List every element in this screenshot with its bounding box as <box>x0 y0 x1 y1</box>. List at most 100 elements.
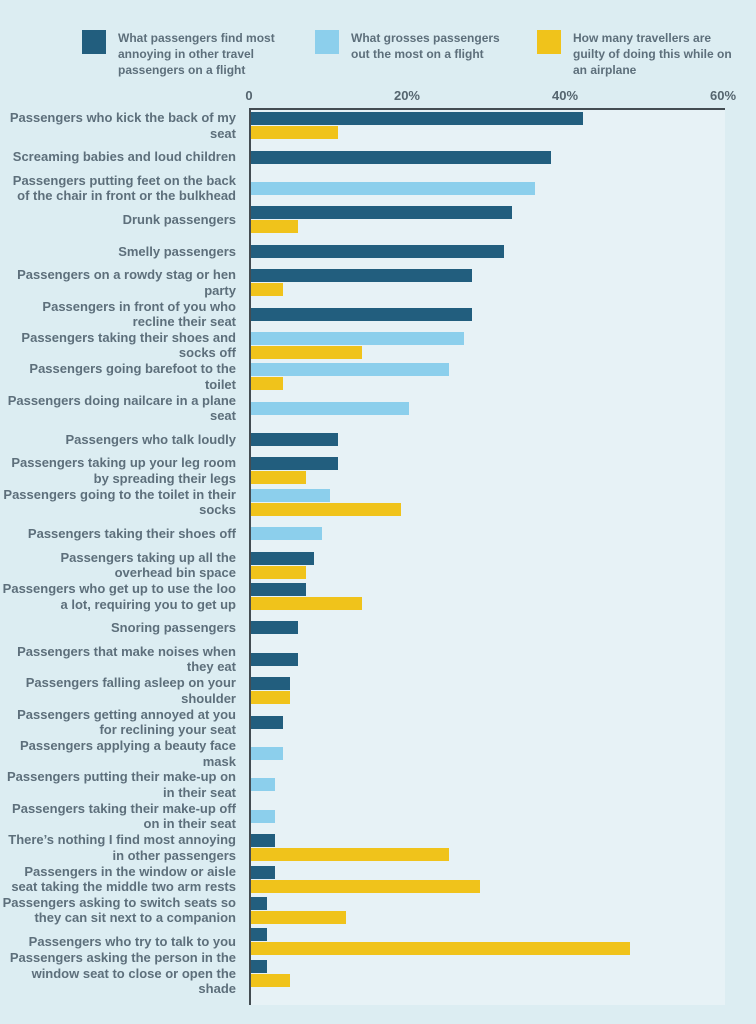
bar-annoying <box>251 433 338 447</box>
chart-row: Screaming babies and loud children <box>0 141 756 172</box>
row-label: Passengers in the window or aisle seat t… <box>11 863 236 895</box>
chart-row: Snoring passengers <box>0 612 756 643</box>
chart-row: Passengers getting annoyed at you for re… <box>0 706 756 737</box>
bar-guilty <box>251 973 291 987</box>
bar-group <box>251 644 725 675</box>
chart-row: Passengers going barefoot to the toilet <box>0 361 756 392</box>
chart-row: Passengers asking the person in the wind… <box>0 950 756 996</box>
chart-row: Passengers taking their shoes and socks … <box>0 330 756 361</box>
chart-row: Passengers taking up your leg room by sp… <box>0 455 756 486</box>
bar-guilty <box>251 942 631 956</box>
bar-annoying <box>251 928 267 942</box>
bar-guilty <box>251 597 362 611</box>
row-label: Passengers asking to switch seats so the… <box>2 894 236 926</box>
bar-group <box>251 706 725 737</box>
row-label: Passengers on a rowdy stag or hen party <box>17 267 236 298</box>
bar-group <box>251 330 725 361</box>
bar-group <box>251 612 725 643</box>
bar-annoying <box>251 715 283 729</box>
row-label: Passengers who get up to use the loo a l… <box>2 581 236 612</box>
row-label: Passengers taking their shoes off <box>27 526 236 542</box>
bar-group <box>251 236 725 267</box>
bar-group <box>251 801 725 832</box>
x-axis-tick-20: 20% <box>393 88 420 103</box>
row-label: Passengers who kick the back of my seat <box>9 110 236 141</box>
legend-label: How many travellers are guilty of doing … <box>573 31 732 77</box>
bar-guilty <box>251 502 402 516</box>
bar-guilty <box>251 220 299 234</box>
bar-annoying <box>251 677 291 691</box>
bar-group <box>251 832 725 863</box>
plot-area: Passengers who kick the back of my seat S… <box>0 108 756 1005</box>
bar-group <box>251 895 725 926</box>
chart-row: Drunk passengers <box>0 204 756 235</box>
row-label: Passengers doing nailcare in a plane sea… <box>7 392 236 424</box>
y-axis-line <box>249 108 251 1005</box>
x-axis-tick-0: 0 <box>245 88 253 103</box>
chart-row: Passengers doing nailcare in a plane sea… <box>0 393 756 424</box>
bar-gross <box>251 809 275 823</box>
bar-annoying <box>251 269 473 283</box>
row-label: Passengers putting feet on the back of t… <box>12 172 236 204</box>
chart-row: Passengers who talk loudly <box>0 424 756 455</box>
bar-guilty <box>251 910 346 924</box>
row-label: Snoring passengers <box>111 620 236 636</box>
bar-guilty <box>251 377 283 391</box>
chart-row: Passengers who get up to use the loo a l… <box>0 581 756 612</box>
bar-annoying <box>251 834 275 848</box>
chart-row: There’s nothing I find most annoying in … <box>0 832 756 863</box>
x-axis-tick-40: 40% <box>551 88 579 103</box>
chart-row: Passengers in front of you who recline t… <box>0 298 756 329</box>
bar-annoying <box>251 307 473 321</box>
chart-row: Passengers asking to switch seats so the… <box>0 895 756 926</box>
row-label: Passengers asking the person in the wind… <box>9 950 236 996</box>
legend-swatch-gross <box>315 30 339 54</box>
bar-group <box>251 549 725 580</box>
bar-annoying <box>251 457 338 471</box>
chart-row: Smelly passengers <box>0 236 756 267</box>
row-label: Passengers who talk loudly <box>65 431 237 447</box>
bar-group <box>251 424 725 455</box>
bar-group <box>251 926 725 957</box>
chart-row: Passengers applying a beauty face mask <box>0 738 756 769</box>
chart-row: Passengers taking up all the overhead bi… <box>0 549 756 580</box>
row-label: Passengers who try to talk to you <box>28 934 236 950</box>
row-label: Passengers going barefoot to the toilet <box>29 361 236 392</box>
legend-swatch-annoying <box>82 30 106 54</box>
chart-row: Passengers putting their make-up on in t… <box>0 769 756 800</box>
chart-row: Passengers taking their make-up off on i… <box>0 801 756 832</box>
plot-rows: Passengers who kick the back of my seat S… <box>0 108 756 996</box>
bar-guilty <box>251 283 283 297</box>
bar-annoying <box>251 583 307 597</box>
chart-row: Passengers who kick the back of my seat <box>0 110 756 141</box>
bar-group <box>251 738 725 769</box>
chart-row: Passengers on a rowdy stag or hen party <box>0 267 756 298</box>
bar-guilty <box>251 345 362 359</box>
row-label: Passengers taking their shoes and socks … <box>21 329 236 361</box>
x-axis-labels: 0 20% 40% 60% <box>245 88 736 105</box>
row-label: Passengers that make noises when they ea… <box>17 643 236 675</box>
bar-group <box>251 581 725 612</box>
bar-group <box>251 518 725 549</box>
row-label: Passengers taking their make-up off on i… <box>12 800 236 832</box>
row-label: Drunk passengers <box>122 212 236 228</box>
row-label: Passengers falling asleep on your should… <box>25 675 236 706</box>
bar-group <box>251 675 725 706</box>
row-label: Passengers going to the toilet in their … <box>3 486 236 518</box>
bar-annoying <box>251 621 299 635</box>
chart-row: Passengers in the window or aisle seat t… <box>0 863 756 894</box>
chart-row: Passengers who try to talk to you <box>0 926 756 957</box>
bar-group <box>251 487 725 518</box>
bar-gross <box>251 181 536 195</box>
bar-group <box>251 361 725 392</box>
bar-group <box>251 958 725 989</box>
bar-group <box>251 455 725 486</box>
row-label: Passengers putting their make-up on in t… <box>7 769 236 800</box>
legend-label: What passengers find most annoying in ot… <box>118 31 275 77</box>
chart-row: Passengers that make noises when they ea… <box>0 644 756 675</box>
row-label: Smelly passengers <box>118 243 236 259</box>
bar-group <box>251 267 725 298</box>
bar-gross <box>251 778 275 792</box>
bar-guilty <box>251 691 291 705</box>
